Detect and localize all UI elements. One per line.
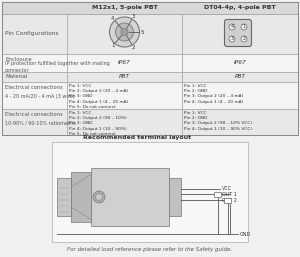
Text: Material: Material xyxy=(5,75,27,79)
Bar xyxy=(2,2,67,14)
Text: IP protection fulfilled together with mating
connector: IP protection fulfilled together with ma… xyxy=(5,61,110,73)
Text: PBT: PBT xyxy=(119,75,130,79)
Text: For detailed load reference please refer to the Safety guide.: For detailed load reference please refer… xyxy=(68,247,232,252)
Text: 4: 4 xyxy=(230,24,234,30)
Text: Recommended terminal layout: Recommended terminal layout xyxy=(83,135,191,141)
Bar xyxy=(67,109,182,135)
Bar xyxy=(182,109,298,135)
Bar xyxy=(182,72,298,82)
Bar xyxy=(71,172,91,222)
Text: Pin Configurations: Pin Configurations xyxy=(5,32,58,36)
Text: Pin 1: VCC
Pin 2: Output 2 (20 – 4 mA)
Pin 3: GND
Pin 4: Output 1 (4 – 20 mA)
Pi: Pin 1: VCC Pin 2: Output 2 (20 – 4 mA) P… xyxy=(69,84,128,109)
Circle shape xyxy=(116,23,134,41)
Bar xyxy=(67,2,182,14)
Circle shape xyxy=(229,36,235,42)
Bar xyxy=(2,82,67,109)
Text: 4: 4 xyxy=(111,16,115,21)
Bar xyxy=(2,109,67,135)
Text: PBT: PBT xyxy=(234,75,246,79)
Text: Enclosure: Enclosure xyxy=(5,57,32,61)
Text: Pin 1: VCC
Pin 2: Output 2 (90 – 10%)
Pin 3: GND
Pin 4: Output 1 (10 – 90%)
Pin : Pin 1: VCC Pin 2: Output 2 (90 – 10%) Pi… xyxy=(69,111,127,136)
Text: OUT 2: OUT 2 xyxy=(222,197,237,203)
Circle shape xyxy=(229,24,235,30)
Text: 4 - 20 mA/20 - 4 mA (3 wire): 4 - 20 mA/20 - 4 mA (3 wire) xyxy=(5,94,75,98)
Bar xyxy=(169,178,181,216)
Bar xyxy=(182,54,298,72)
Bar xyxy=(2,2,298,135)
Text: VCC: VCC xyxy=(222,187,232,191)
Text: OUT 1: OUT 1 xyxy=(222,191,237,197)
Text: 5: 5 xyxy=(141,30,144,34)
Text: 10-90% / 90-10% ratiometric: 10-90% / 90-10% ratiometric xyxy=(5,120,76,125)
Bar xyxy=(67,54,182,72)
Circle shape xyxy=(95,194,103,200)
Bar xyxy=(67,72,182,82)
Text: 2: 2 xyxy=(132,45,135,50)
Circle shape xyxy=(121,29,128,35)
Text: Electrical connections: Electrical connections xyxy=(5,85,63,90)
Text: IP67: IP67 xyxy=(118,60,131,66)
Bar xyxy=(182,14,298,54)
Bar xyxy=(2,72,67,82)
Bar xyxy=(91,168,169,226)
FancyBboxPatch shape xyxy=(224,20,251,47)
Text: 1: 1 xyxy=(242,24,246,30)
Circle shape xyxy=(93,191,105,203)
Text: IP67: IP67 xyxy=(234,60,246,66)
Text: M12x1, 5-pole PBT: M12x1, 5-pole PBT xyxy=(92,5,158,11)
Bar xyxy=(57,178,71,216)
Text: Pin 1: VCC
Pin 2: GND
Pin 3: Output 2 (20 – 4 mA)
Pin 4: Output 1 (4 – 20 mA): Pin 1: VCC Pin 2: GND Pin 3: Output 2 (2… xyxy=(184,84,243,104)
Text: 1: 1 xyxy=(111,43,115,48)
Bar xyxy=(214,191,221,197)
Circle shape xyxy=(241,24,247,30)
Circle shape xyxy=(241,36,247,42)
Text: Electrical connections: Electrical connections xyxy=(5,112,63,117)
Bar xyxy=(52,142,248,242)
Text: GND: GND xyxy=(240,232,251,236)
Text: 2: 2 xyxy=(242,36,246,41)
Bar xyxy=(67,14,182,54)
Text: 3: 3 xyxy=(132,14,135,19)
Bar xyxy=(2,14,67,54)
Bar xyxy=(2,54,67,72)
Bar xyxy=(182,82,298,109)
Circle shape xyxy=(110,17,140,47)
Text: Pin 1: VCC
Pin 2: GND
Pin 3: Output 2 (90 – 10% VCC)
Pin 4: Output 1 (10 – 90% V: Pin 1: VCC Pin 2: GND Pin 3: Output 2 (9… xyxy=(184,111,252,131)
Bar xyxy=(2,2,298,14)
Bar xyxy=(224,197,231,203)
Bar xyxy=(182,2,298,14)
Text: DT04-4p, 4-pole PBT: DT04-4p, 4-pole PBT xyxy=(204,5,276,11)
Bar xyxy=(67,82,182,109)
Text: 3: 3 xyxy=(230,36,234,41)
